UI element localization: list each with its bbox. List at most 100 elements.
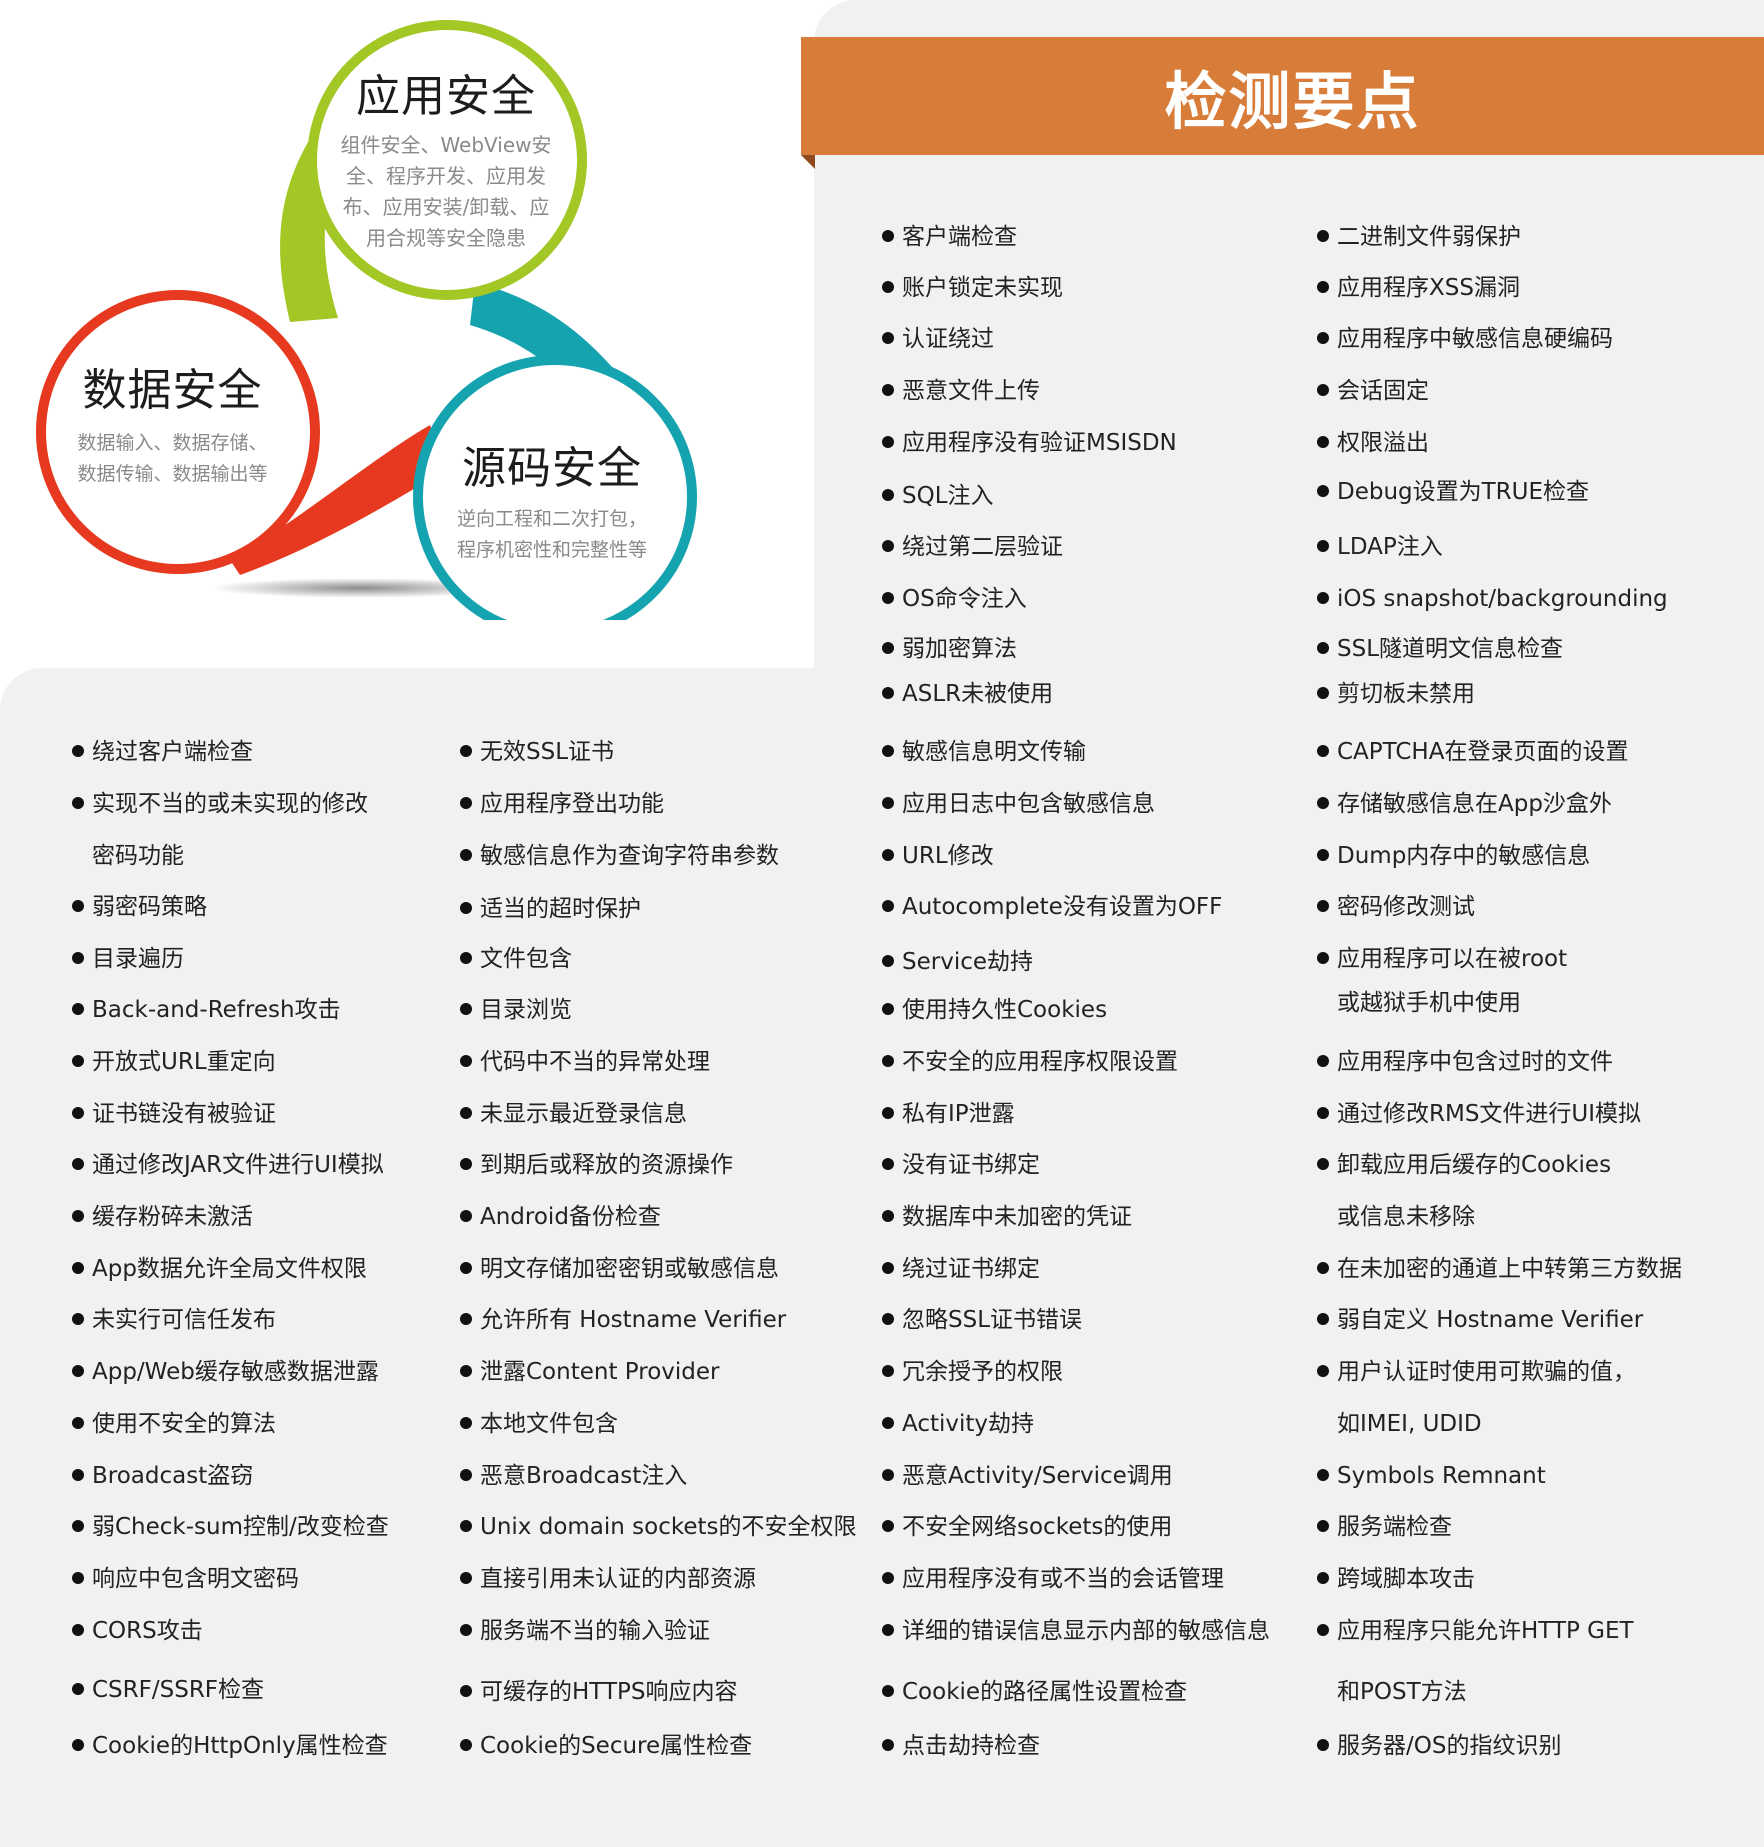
- checklist-item-label: Android备份检查: [480, 1204, 661, 1230]
- checklist-item: 绕过证书绑定: [882, 1255, 1040, 1283]
- checklist-item: Autocomplete没有设置为OFF: [882, 893, 1222, 921]
- checklist-item-label: Service劫持: [902, 949, 1034, 975]
- bullet-icon: [460, 902, 472, 914]
- checklist-item: 未实行可信任发布: [72, 1306, 276, 1334]
- checklist-item: 绕过第二层验证: [882, 533, 1063, 561]
- bullet-icon: [1317, 642, 1329, 654]
- checklist-item: 忽略SSL证书错误: [882, 1306, 1082, 1334]
- checklist-item: 应用程序中敏感信息硬编码: [1317, 325, 1613, 353]
- checklist-item: 文件包含: [460, 945, 572, 973]
- checklist-item-label: 密码修改测试: [1337, 894, 1475, 920]
- checklist-item: 缓存粉碎未激活: [72, 1203, 253, 1231]
- checklist-item-label: Cookie的Secure属性检查: [480, 1733, 753, 1759]
- checklist-item: Dump内存中的敏感信息: [1317, 842, 1590, 870]
- bullet-icon: [882, 332, 894, 344]
- checklist-item: 服务器/OS的指纹识别: [1317, 1732, 1561, 1760]
- bullet-icon: [882, 745, 894, 757]
- bullet-icon: [460, 1158, 472, 1170]
- checklist-item-label: 会话固定: [1337, 378, 1429, 404]
- bullet-icon: [882, 1107, 894, 1119]
- bullet-icon: [72, 1624, 84, 1636]
- bullet-icon: [460, 1572, 472, 1584]
- bullet-icon: [1317, 1739, 1329, 1751]
- checklist-item: 账户锁定未实现: [882, 274, 1063, 302]
- bullet-icon: [1317, 1262, 1329, 1274]
- checklist-item: 敏感信息作为查询字符串参数: [460, 842, 779, 870]
- checklist-item-label: Activity劫持: [902, 1411, 1035, 1437]
- bullet-icon: [72, 1739, 84, 1751]
- checklist-item-label: 应用程序没有或不当的会话管理: [902, 1566, 1224, 1592]
- checklist-item-label: App/Web缓存敏感数据泄露: [92, 1359, 379, 1385]
- checklist-item: 明文存储加密密钥或敏感信息: [460, 1255, 779, 1283]
- checklist-item-label: 或越狱手机中使用: [1337, 990, 1521, 1016]
- checklist-item-label: 弱密码策略: [92, 894, 207, 920]
- bullet-icon: [882, 540, 894, 552]
- bullet-icon: [882, 281, 894, 293]
- bullet-icon: [882, 1210, 894, 1222]
- bullet-icon: [1317, 745, 1329, 757]
- bullet-icon: [460, 1313, 472, 1325]
- bullet-icon: [460, 1365, 472, 1377]
- checklist-item: 实现不当的或未实现的修改: [72, 790, 368, 818]
- checklist-item-label: 没有证书绑定: [902, 1152, 1040, 1178]
- checklist-item: 服务端不当的输入验证: [460, 1617, 710, 1645]
- checklist-item: LDAP注入: [1317, 533, 1443, 561]
- checklist-item: 剪切板未禁用: [1317, 680, 1475, 708]
- checklist-item: Back-and-Refresh攻击: [72, 996, 341, 1024]
- checklist-item-label: CAPTCHA在登录页面的设置: [1337, 739, 1629, 765]
- checklist-item-label: CSRF/SSRF检查: [92, 1677, 265, 1703]
- checklist-item: 二进制文件弱保护: [1317, 223, 1521, 251]
- header-banner: 检测要点: [801, 37, 1764, 155]
- checklist-item-label: 详细的错误信息显示内部的敏感信息: [902, 1618, 1270, 1644]
- checklist-item: 弱密码策略: [72, 893, 207, 921]
- checklist-item: 私有IP泄露: [882, 1100, 1015, 1128]
- bullet-icon: [882, 797, 894, 809]
- checklist-item: 弱加密算法: [882, 635, 1017, 663]
- checklist-item-label: 用户认证时使用可欺骗的值，: [1337, 1359, 1636, 1385]
- bullet-icon: [72, 1055, 84, 1067]
- bullet-icon: [882, 1417, 894, 1429]
- bullet-icon: [460, 952, 472, 964]
- checklist-item: URL修改: [882, 842, 994, 870]
- bullet-icon: [882, 1469, 894, 1481]
- bullet-icon: [882, 1520, 894, 1532]
- bullet-icon: [72, 1313, 84, 1325]
- checklist-item: 冗余授予的权限: [882, 1358, 1063, 1386]
- checklist-item-label: 弱Check-sum控制/改变检查: [92, 1514, 389, 1540]
- checklist-item-label: 无效SSL证书: [480, 739, 615, 765]
- bullet-icon: [882, 230, 894, 242]
- bullet-icon: [1317, 687, 1329, 699]
- checklist-item: Android备份检查: [460, 1203, 661, 1231]
- bullet-icon: [72, 1158, 84, 1170]
- checklist-item-label: 通过修改JAR文件进行UI模拟: [92, 1152, 384, 1178]
- checklist-item: 数据库中未加密的凭证: [882, 1203, 1132, 1231]
- checklist-item-label: 弱自定义 Hostname Verifier: [1337, 1307, 1644, 1333]
- checklist-item: 点击劫持检查: [882, 1732, 1040, 1760]
- checklist-item: iOS snapshot/backgrounding: [1317, 585, 1668, 613]
- bullet-icon: [882, 900, 894, 912]
- checklist-item-label: 应用程序可以在被root: [1337, 946, 1568, 972]
- data-security-title: 数据安全: [82, 365, 263, 416]
- bullet-icon: [1317, 332, 1329, 344]
- checklist-item-label: 应用程序登出功能: [480, 791, 664, 817]
- checklist-item-continuation: 和POST方法: [1337, 1678, 1467, 1706]
- checklist-item-continuation: 或信息未移除: [1337, 1203, 1475, 1231]
- source-security-label: 源码安全 逆向工程和二次打包， 程序机密性和完整性等: [437, 432, 667, 566]
- bullet-icon: [460, 797, 472, 809]
- checklist-item-label: 泄露Content Provider: [480, 1359, 720, 1385]
- bullet-icon: [1317, 849, 1329, 861]
- checklist-item-label: 本地文件包含: [480, 1411, 618, 1437]
- checklist-item-label: 文件包含: [480, 946, 572, 972]
- checklist-item: 绕过客户端检查: [72, 738, 253, 766]
- bullet-icon: [1317, 540, 1329, 552]
- checklist-item: Symbols Remnant: [1317, 1462, 1546, 1490]
- checklist-item-label: 绕过证书绑定: [902, 1256, 1040, 1282]
- checklist-item-label: 剪切板未禁用: [1337, 681, 1475, 707]
- bullet-icon: [72, 1469, 84, 1481]
- checklist-item-label: 目录浏览: [480, 997, 572, 1023]
- checklist-item: 密码修改测试: [1317, 893, 1475, 921]
- checklist-item-continuation: 密码功能: [92, 842, 184, 870]
- checklist-item: 本地文件包含: [460, 1410, 618, 1438]
- checklist-item: 应用日志中包含敏感信息: [882, 790, 1155, 818]
- checklist-item-label: 服务器/OS的指纹识别: [1337, 1733, 1562, 1759]
